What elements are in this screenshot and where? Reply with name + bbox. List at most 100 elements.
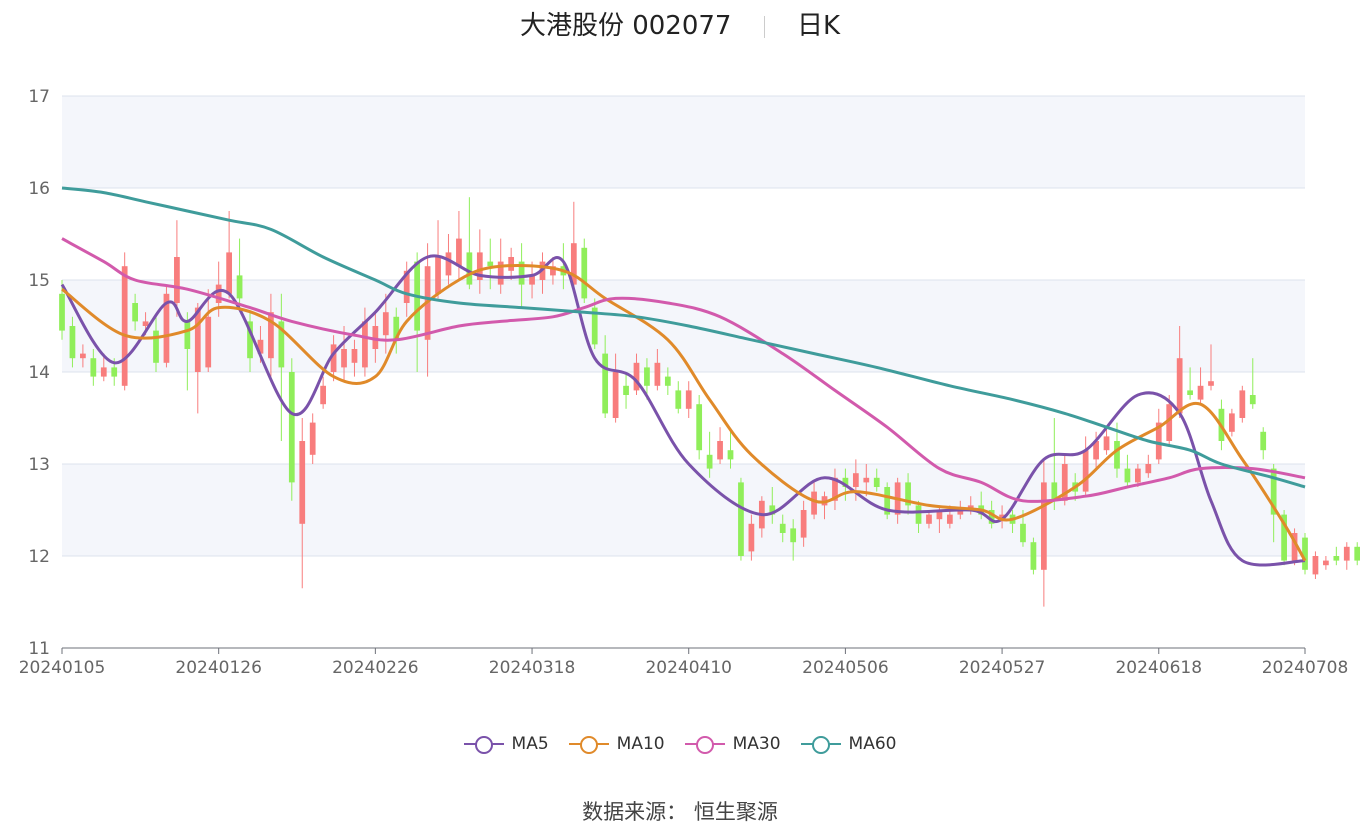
candle [1291,528,1298,566]
candle-body [1302,537,1308,570]
legend-item-ma10[interactable]: MA10 [568,734,665,754]
candle [1197,367,1204,405]
plot-band [62,464,1305,556]
ma60-line [61,186,1306,489]
legend-item-ma60[interactable]: MA60 [800,734,896,754]
legend-label: MA5 [511,734,549,754]
candle-body [1260,431,1267,451]
candle [999,505,1005,529]
candle-body [852,473,859,487]
y-tick-label: 16 [28,179,50,199]
candle-body [403,270,410,303]
candle-body [1208,381,1214,386]
candle [372,312,379,363]
candle [508,247,515,280]
x-tick-label: 20240708 [1262,658,1349,678]
candle-body [999,514,1005,520]
candle-body [717,441,723,460]
candle-body [1270,468,1277,515]
candle [654,349,661,391]
candle [905,473,911,515]
candle [873,468,880,492]
candle [884,482,891,520]
candle [1281,510,1287,566]
candle [748,514,755,561]
x-tick-label: 20240506 [802,658,889,678]
candle [633,353,640,395]
x-tick-label: 20240226 [332,658,419,678]
candle [1302,533,1308,575]
candle-body [393,316,400,340]
candle [1187,367,1193,400]
candle-body [435,257,441,294]
chart-title: 大港股份 002077 [519,11,732,41]
candle-body [591,307,598,345]
candle-body [341,349,347,368]
candle-body [811,491,817,515]
candle [1145,454,1152,478]
candle-body [696,404,703,451]
title-separator [763,15,765,38]
candle-body [497,261,504,285]
candle [341,326,347,382]
candle [153,316,159,372]
candle-body [288,372,295,483]
legend-marker [568,736,609,754]
candle [675,381,682,414]
candle-body [320,385,327,405]
candle [591,298,598,349]
x-axis: 20240105 20240126 20240226 20240318 20240410… [19,647,1349,678]
candle [226,211,232,299]
candle [309,413,316,464]
candle-body [1281,514,1287,561]
candle-body [205,316,212,368]
candle-body [456,238,462,267]
candle-body [706,454,713,469]
candle-body [1323,560,1329,566]
candle-body [247,321,253,359]
candle-body [1061,464,1068,501]
candle-body [727,450,734,460]
candle-body [80,353,86,359]
candle [738,477,744,561]
candle-body [257,339,264,354]
candle [1155,408,1162,464]
candle [581,238,588,303]
candle [268,293,274,377]
legend-item-ma30[interactable]: MA30 [684,734,781,754]
candle-body [946,514,953,524]
candle-body [748,523,755,552]
candle-body [1020,523,1026,543]
candle-body [915,505,922,524]
candle [644,358,650,400]
candle-body [1166,404,1173,441]
candle-body [675,390,682,409]
candle-body [529,275,535,285]
legend-item-ma5[interactable]: MA5 [463,734,549,754]
candle-body [1333,556,1340,561]
candle-body [142,321,149,326]
candle [1354,542,1360,566]
candle [247,312,253,372]
candle-body [174,257,180,303]
candle [456,211,462,280]
candle [476,229,483,294]
candle [612,353,619,423]
candle [1135,464,1141,487]
candle-body [59,293,65,331]
candle-body [905,482,911,506]
candle-body [790,528,797,543]
candle [1208,344,1214,391]
candle [779,514,786,543]
candle-body [1093,441,1099,460]
candle [602,335,609,418]
candle-body [466,252,473,285]
candle-body [570,243,577,285]
candle-body [351,349,358,363]
x-tick-label: 20240618 [1115,658,1202,678]
candle [330,335,337,382]
candle [1176,326,1183,418]
candle-body [1176,358,1183,414]
candle-body [623,385,629,395]
x-tick-label: 20240527 [959,658,1046,678]
